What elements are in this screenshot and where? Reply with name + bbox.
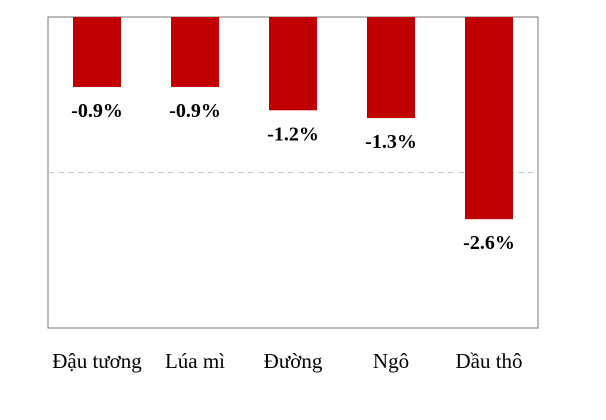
x-tick-label: Dầu thô bbox=[455, 349, 523, 373]
bar bbox=[269, 17, 317, 111]
x-tick-label: Ngô bbox=[372, 349, 410, 373]
value-label: -1.3% bbox=[365, 131, 417, 153]
bar bbox=[171, 17, 219, 87]
value-label: -0.9% bbox=[169, 100, 221, 122]
value-label: -1.2% bbox=[267, 123, 319, 145]
bar bbox=[367, 17, 415, 119]
x-tick-label: Đường bbox=[263, 349, 323, 373]
bar bbox=[465, 17, 513, 220]
value-label: -2.6% bbox=[463, 232, 515, 254]
x-tick-label: Đậu tương bbox=[52, 349, 142, 373]
x-tick-label: Lúa mì bbox=[164, 349, 226, 373]
bar bbox=[73, 17, 121, 87]
value-label: -0.9% bbox=[71, 100, 123, 122]
